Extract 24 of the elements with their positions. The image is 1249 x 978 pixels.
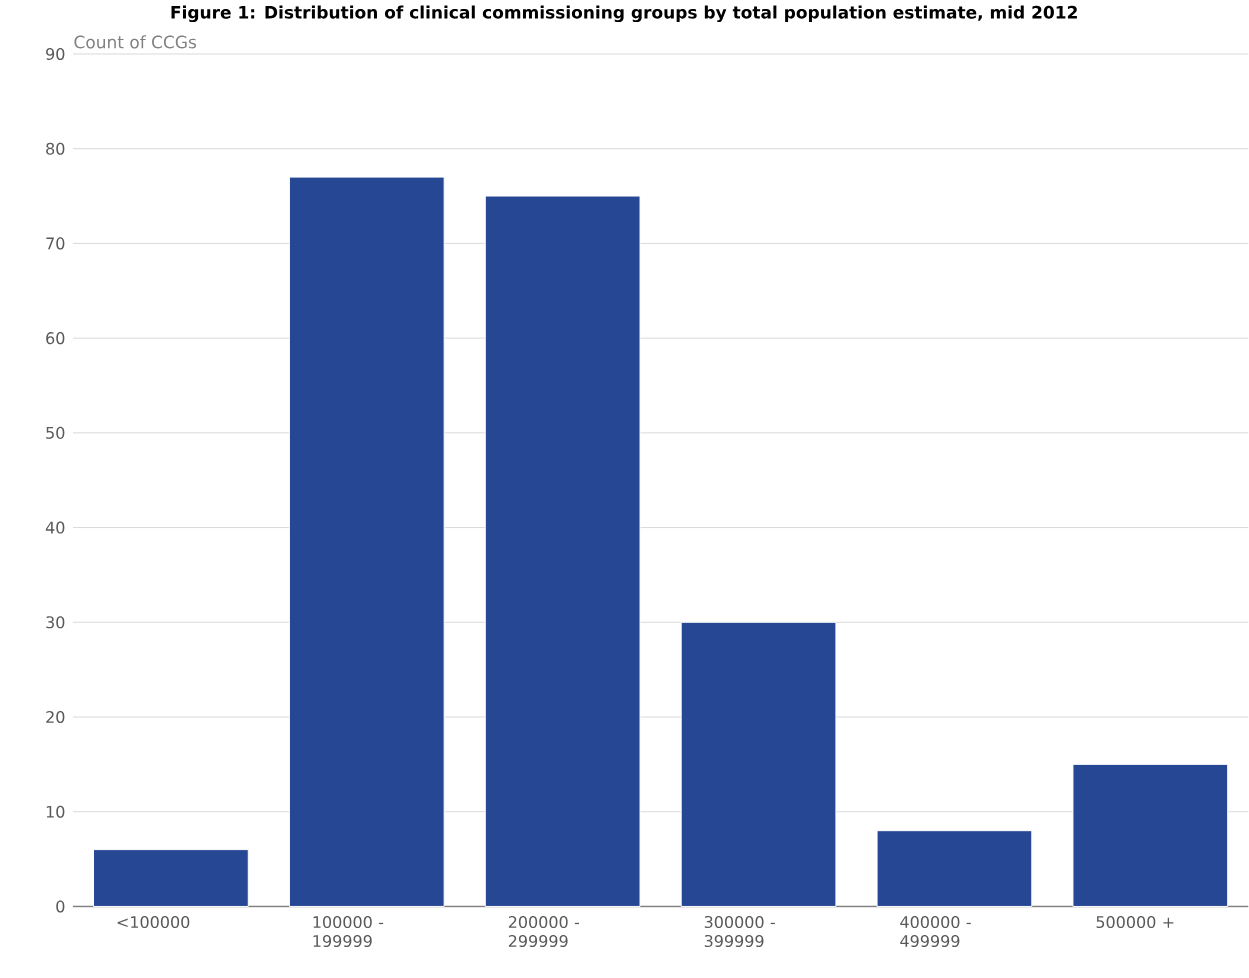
y-tick-label: 20 <box>46 710 65 723</box>
x-tick-label: 300000 - 399999 <box>704 915 775 947</box>
y-tick-label: 50 <box>46 426 65 439</box>
bar <box>680 621 837 907</box>
y-tick-label: 30 <box>46 616 65 629</box>
y-tick-label: 0 <box>56 900 65 913</box>
y-tick-label: 10 <box>46 805 65 818</box>
y-tick-label: 60 <box>46 331 65 344</box>
x-tick-label: 100000 - 199999 <box>313 915 384 947</box>
x-tick-label: <100000 <box>117 915 190 928</box>
y-tick-label: 80 <box>46 142 65 155</box>
bar <box>93 848 249 907</box>
x-tick-label: 400000 - 499999 <box>900 915 971 947</box>
x-tick-label: 500000 + <box>1096 915 1174 928</box>
chart-title: Figure 1: Distribution of clinical commissioning groups by total population estimate, mid 2012 <box>171 5 1077 22</box>
y-tick-label: 70 <box>46 237 65 250</box>
bar <box>288 176 445 907</box>
bar <box>876 829 1033 907</box>
x-tick-label: 200000 - 299999 <box>508 915 580 947</box>
y-tick-label: 90 <box>46 47 65 60</box>
bar <box>484 195 641 907</box>
y-axis-title: Count of CCGs <box>74 35 197 49</box>
bar <box>1072 763 1229 907</box>
y-tick-label: 40 <box>45 521 65 534</box>
